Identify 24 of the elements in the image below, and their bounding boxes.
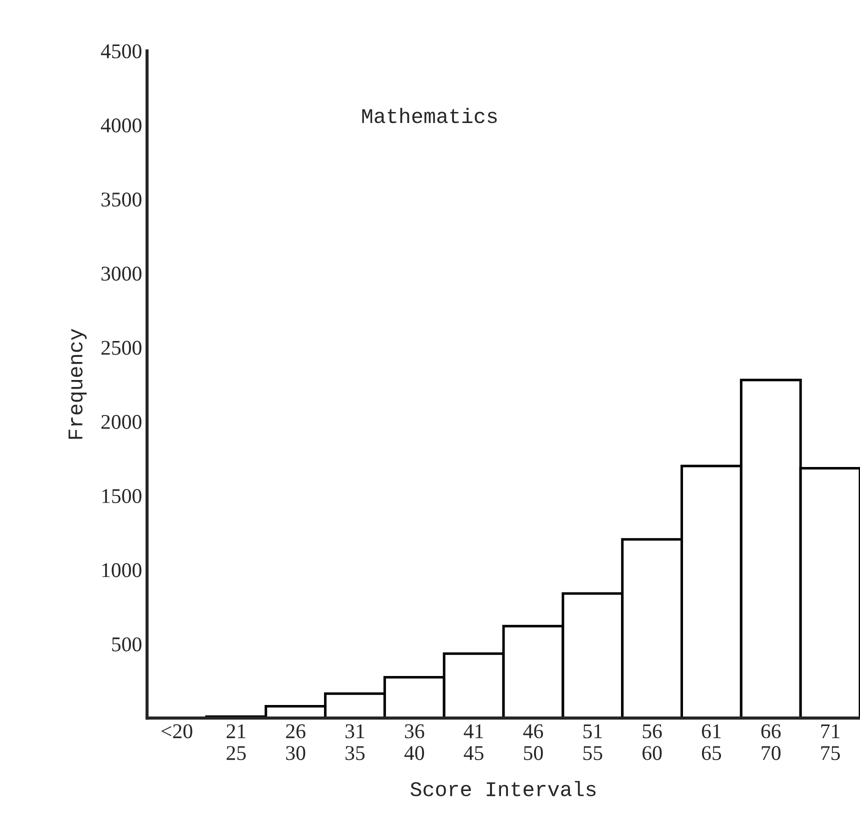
x-tick-label: 31 35 [346,724,365,760]
y-tick-label: 2500 [101,340,142,355]
x-tick-label: 61 65 [702,724,722,760]
x-tick-label: 26 30 [286,724,306,760]
x-tick-label: 66 70 [761,724,781,760]
y-tick-label: 4500 [100,44,142,58]
x-tick-label: 41 45 [464,724,484,760]
y-tick-label: 3000 [102,266,142,281]
y-tick-label: 500 [112,637,142,652]
y-tick-label: 2000 [101,414,142,429]
text: Mathematics [362,108,497,124]
y-tick-label: 4000 [100,118,142,132]
x-tick-label: <20 [162,724,192,738]
x-tick-label: 71 75 [821,724,840,760]
x-tick-label: 51 55 [583,724,602,760]
y-tick-label: 1000 [102,563,142,578]
y-axis-title: Frequency [68,328,87,439]
x-tick-label: 36 40 [404,724,424,760]
x-tick-label: 21 25 [226,724,246,760]
y-tick-label: 3500 [102,192,142,207]
x-tick-label: 56 60 [642,724,662,760]
x-axis-title: Score Intervals [410,780,596,796]
x-tick-label: 46 50 [523,724,544,760]
y-tick-label: 1500 [102,489,142,504]
